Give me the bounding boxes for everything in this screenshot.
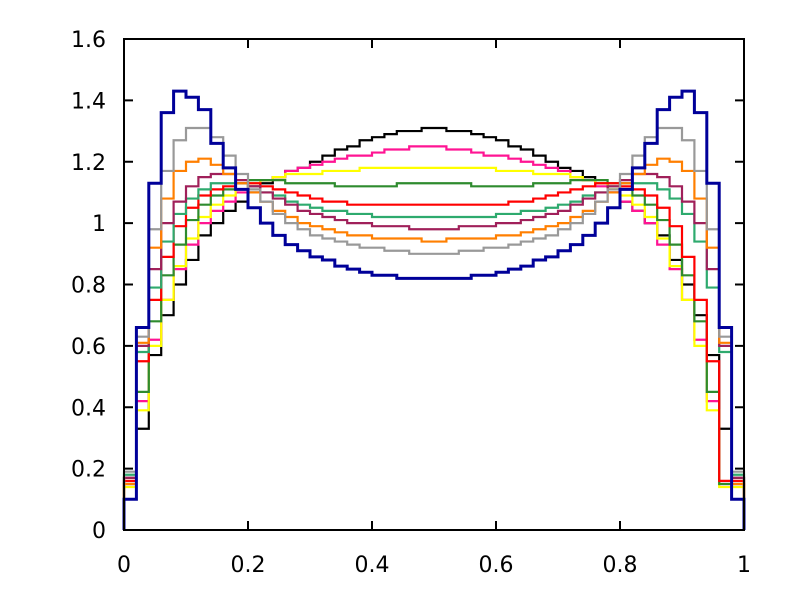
y-axis: 0 0.2 0.4 0.6 0.8 1 1.2 1.4 1.6 bbox=[71, 28, 744, 544]
series-line-5 bbox=[122, 182, 746, 530]
y-tick-label: 0 bbox=[92, 519, 106, 544]
y-tick-label: 0.2 bbox=[71, 458, 106, 483]
series-line-10 bbox=[122, 89, 746, 530]
x-tick-label: 1 bbox=[737, 553, 751, 578]
x-tick-label: 0.6 bbox=[479, 553, 514, 578]
x-tick-label: 0.8 bbox=[603, 553, 638, 578]
y-tick-label: 0.8 bbox=[71, 274, 106, 299]
y-tick-label: 1 bbox=[92, 212, 106, 237]
x-axis: 0 0.2 0.4 0.6 0.8 1 bbox=[117, 39, 751, 578]
series-line-3 bbox=[122, 166, 746, 530]
plot-frame bbox=[123, 38, 745, 531]
y-tick-label: 0.4 bbox=[71, 396, 106, 421]
x-tick-label: 0.2 bbox=[231, 553, 266, 578]
y-tick-label: 0.6 bbox=[71, 335, 106, 360]
series-line-8 bbox=[122, 157, 746, 530]
x-tick-label: 0.4 bbox=[355, 553, 390, 578]
series-line-6 bbox=[122, 182, 746, 530]
series-line-7 bbox=[122, 172, 746, 530]
series-line-4 bbox=[122, 179, 746, 530]
y-tick-label: 1.2 bbox=[71, 151, 106, 176]
series-layer bbox=[122, 89, 746, 530]
y-tick-label: 1.6 bbox=[71, 28, 106, 53]
y-tick-label: 1.4 bbox=[71, 89, 106, 114]
x-tick-label: 0 bbox=[117, 553, 131, 578]
